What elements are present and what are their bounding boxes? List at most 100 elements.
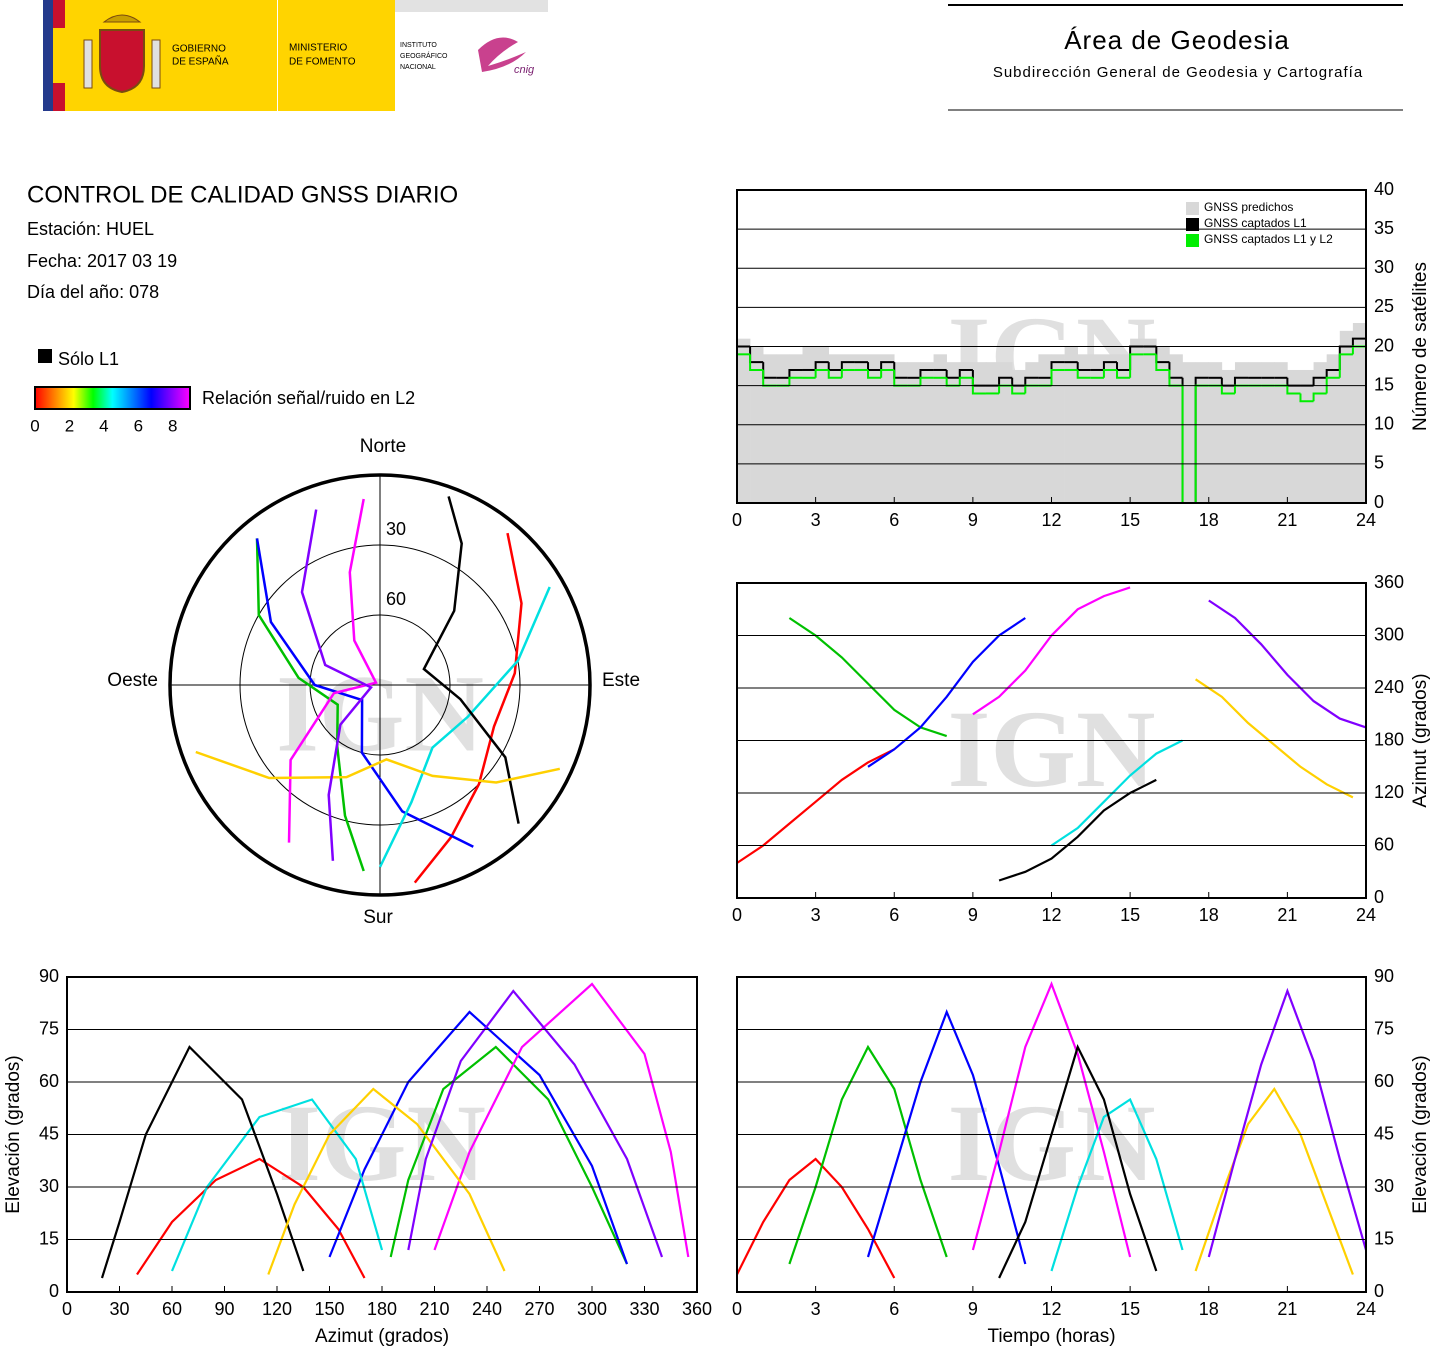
predicted-bar — [933, 354, 947, 503]
satellite-count-step — [1299, 393, 1314, 403]
y-tick-label: 15 — [1374, 1228, 1394, 1248]
y-tick-label: 75 — [39, 1018, 59, 1038]
y-tick-label: 45 — [1374, 1123, 1394, 1143]
predicted-bar — [1248, 362, 1262, 503]
satellite-track — [736, 1157, 896, 1279]
predicted-bar — [1169, 354, 1183, 503]
x-tick-label: 21 — [1277, 1299, 1297, 1319]
satellite-track — [287, 498, 378, 843]
x-tick-label: 3 — [811, 905, 821, 925]
x-tick-label: 15 — [1120, 1299, 1140, 1319]
x-tick-label: 120 — [262, 1299, 292, 1319]
predicted-bar — [999, 362, 1013, 503]
plot-frame — [66, 976, 698, 1293]
satellite-track — [1194, 1087, 1354, 1275]
satellite-track — [378, 586, 551, 868]
predicted-bar — [1130, 338, 1144, 503]
satellite-count-step — [814, 368, 829, 378]
header-title: Área de Geodesia — [1064, 25, 1290, 55]
predicted-bar — [854, 354, 869, 503]
x-tick-label: 21 — [1277, 510, 1297, 530]
y-axis-label: Elevación (grados) — [3, 1055, 24, 1213]
watermark: IGN — [948, 1082, 1156, 1204]
x-tick-label: 90 — [214, 1299, 234, 1319]
satellite-track — [422, 496, 520, 824]
x-tick-label: 15 — [1120, 905, 1140, 925]
predicted-bar — [1117, 354, 1131, 503]
x-tick-label: 18 — [1199, 510, 1219, 530]
y-tick-label: 25 — [1374, 296, 1394, 316]
satellite-count-step — [1050, 368, 1065, 386]
report-info: Estación: HUEL — [27, 219, 154, 239]
satellite-track — [255, 538, 365, 872]
plot-frame — [736, 976, 1367, 1293]
x-tick-label: 300 — [577, 1299, 607, 1319]
y-tick-label: 15 — [39, 1228, 59, 1248]
direction-label: Norte — [360, 436, 406, 457]
predicted-bar — [1025, 362, 1039, 503]
shield — [99, 29, 145, 94]
satellite-count-step — [1102, 368, 1118, 378]
satellite-count-step — [1325, 376, 1340, 394]
satellite-count-step — [1351, 337, 1366, 347]
satellite-track — [100, 1045, 305, 1279]
satellite-track — [866, 1009, 1027, 1265]
y-tick-label: 30 — [1374, 1176, 1394, 1196]
predicted-bar — [1352, 323, 1367, 503]
y-tick-label: 180 — [1374, 729, 1404, 749]
satellite-count-step — [827, 369, 842, 379]
satellite-track — [267, 1087, 506, 1275]
satellite-track — [136, 1157, 366, 1279]
legend-label: GNSS captados L1 — [1204, 216, 1307, 230]
satellite-track — [195, 750, 561, 784]
satellite-count-step — [1220, 385, 1235, 395]
colorbar-tick-label: 6 — [134, 416, 143, 435]
y-tick-label: 10 — [1374, 414, 1394, 434]
x-tick-label: 210 — [419, 1299, 449, 1319]
predicted-bar — [1208, 362, 1223, 503]
x-tick-label: 18 — [1199, 1299, 1219, 1319]
horizon — [168, 473, 592, 897]
x-tick-label: 0 — [732, 1299, 742, 1319]
x-tick-label: 6 — [889, 905, 899, 925]
predicted-bar — [868, 354, 882, 503]
report-info: Fecha: 2017 03 19 — [27, 251, 177, 271]
predicted-bar — [1077, 354, 1092, 503]
satellite-count-step — [788, 376, 803, 386]
satellite-count-step — [840, 361, 855, 370]
predicted-bar — [1313, 362, 1327, 503]
satellite-count-step — [1286, 385, 1301, 395]
satellite-count-step — [998, 376, 1013, 386]
satellite-count-step — [958, 376, 973, 386]
direction-label: Oeste — [107, 670, 158, 691]
predicted-bar — [1103, 354, 1118, 503]
satellite-count-step — [919, 368, 934, 378]
x-tick-label: 6 — [889, 510, 899, 530]
legend-swatch — [1186, 218, 1199, 231]
report-title: CONTROL DE CALIDAD GNSS DIARIO — [27, 181, 458, 208]
predicted-bar — [972, 362, 987, 503]
x-tick-label: 150 — [314, 1299, 344, 1319]
satellite-track — [407, 989, 664, 1258]
x-tick-label: 24 — [1356, 905, 1376, 925]
x-tick-label: 30 — [109, 1299, 129, 1319]
ring-label: 60 — [386, 589, 406, 609]
y-axis-label: Elevación (grados) — [1410, 1055, 1431, 1213]
y-tick-label: 120 — [1374, 782, 1404, 802]
colorbar-tick-label: 8 — [168, 416, 177, 435]
satellite-count-step — [867, 369, 882, 379]
satellite-count-step — [749, 354, 764, 371]
satellite-count-step — [1129, 353, 1144, 378]
legend-label: Sólo L1 — [58, 349, 119, 369]
legend-label: GNSS captados L1 y L2 — [1204, 232, 1333, 246]
legend-label: GNSS predichos — [1204, 200, 1293, 214]
satellite-track — [788, 1044, 948, 1265]
predicted-bar — [1339, 330, 1354, 503]
satellite-count-step — [971, 377, 986, 395]
header-subtitle: Subdirección General de Geodesia y Carto… — [993, 64, 1363, 81]
satellite-track — [328, 1010, 629, 1265]
satellite-track — [1207, 987, 1368, 1258]
predicted-bar — [1195, 362, 1210, 503]
y-tick-label: 20 — [1374, 335, 1394, 355]
